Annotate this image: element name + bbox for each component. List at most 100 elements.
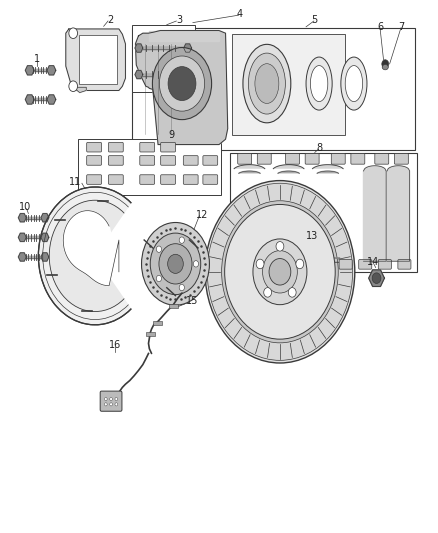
FancyBboxPatch shape (87, 175, 102, 184)
Circle shape (276, 241, 284, 251)
FancyBboxPatch shape (100, 391, 122, 411)
Text: 12: 12 (196, 209, 208, 220)
Polygon shape (41, 214, 49, 222)
Circle shape (105, 403, 107, 406)
Bar (153, 321, 162, 325)
Circle shape (110, 398, 113, 401)
Text: 3: 3 (177, 15, 183, 25)
Circle shape (288, 288, 296, 297)
Text: 2: 2 (107, 15, 113, 25)
Text: 8: 8 (316, 143, 322, 154)
Polygon shape (25, 95, 34, 104)
Circle shape (141, 222, 209, 305)
FancyBboxPatch shape (378, 260, 391, 269)
Bar (146, 332, 155, 336)
Circle shape (382, 60, 389, 68)
Bar (132, 28, 415, 150)
Ellipse shape (345, 66, 363, 102)
FancyBboxPatch shape (331, 154, 345, 164)
Circle shape (372, 273, 381, 284)
FancyBboxPatch shape (140, 175, 155, 184)
FancyBboxPatch shape (257, 154, 271, 164)
FancyBboxPatch shape (161, 142, 176, 152)
Circle shape (168, 67, 196, 101)
Circle shape (150, 233, 201, 295)
Circle shape (179, 237, 184, 244)
Polygon shape (18, 233, 26, 241)
FancyBboxPatch shape (375, 154, 389, 164)
Circle shape (159, 56, 205, 111)
FancyBboxPatch shape (237, 260, 250, 269)
Circle shape (207, 183, 353, 360)
Polygon shape (135, 44, 143, 52)
Circle shape (193, 261, 198, 267)
Text: 15: 15 (186, 296, 198, 306)
Circle shape (159, 244, 192, 284)
Polygon shape (41, 233, 49, 241)
Ellipse shape (248, 53, 286, 114)
Ellipse shape (341, 57, 367, 110)
Polygon shape (63, 211, 119, 286)
Text: 11: 11 (69, 176, 81, 187)
FancyBboxPatch shape (203, 175, 218, 184)
Text: 6: 6 (378, 22, 384, 32)
Circle shape (179, 285, 184, 290)
Polygon shape (47, 66, 56, 75)
Text: 9: 9 (168, 130, 174, 140)
Circle shape (262, 251, 297, 293)
Ellipse shape (306, 57, 332, 110)
Circle shape (152, 47, 212, 119)
Polygon shape (184, 44, 191, 52)
Circle shape (253, 239, 307, 305)
Bar (132, 25, 195, 92)
Polygon shape (25, 66, 34, 75)
Polygon shape (149, 30, 219, 41)
Polygon shape (18, 253, 26, 261)
Circle shape (49, 200, 141, 312)
Polygon shape (364, 166, 386, 261)
FancyBboxPatch shape (140, 156, 155, 165)
Text: 5: 5 (311, 15, 318, 25)
FancyBboxPatch shape (109, 175, 123, 184)
Polygon shape (184, 70, 191, 79)
Polygon shape (135, 30, 228, 144)
Circle shape (115, 403, 117, 406)
Ellipse shape (311, 66, 328, 102)
Polygon shape (135, 70, 143, 79)
FancyBboxPatch shape (278, 260, 291, 269)
Ellipse shape (243, 44, 291, 123)
FancyBboxPatch shape (140, 142, 155, 152)
FancyBboxPatch shape (398, 260, 411, 269)
Bar (232, 34, 345, 135)
FancyBboxPatch shape (87, 156, 102, 165)
Circle shape (110, 403, 113, 406)
FancyBboxPatch shape (161, 156, 176, 165)
Circle shape (156, 276, 162, 281)
Bar (230, 152, 417, 272)
Circle shape (269, 259, 291, 285)
Text: 4: 4 (237, 9, 243, 19)
FancyBboxPatch shape (161, 175, 176, 184)
Polygon shape (18, 214, 26, 222)
Polygon shape (387, 166, 410, 261)
Circle shape (296, 259, 304, 269)
Wedge shape (95, 199, 156, 313)
Text: 10: 10 (19, 202, 32, 212)
FancyBboxPatch shape (109, 156, 123, 165)
FancyBboxPatch shape (184, 175, 198, 184)
Circle shape (39, 187, 152, 325)
Ellipse shape (382, 64, 389, 70)
FancyBboxPatch shape (109, 142, 123, 152)
Circle shape (264, 288, 272, 297)
Circle shape (222, 201, 338, 343)
Text: 7: 7 (399, 22, 405, 32)
FancyBboxPatch shape (238, 154, 252, 164)
Circle shape (205, 181, 355, 363)
Polygon shape (66, 29, 125, 91)
FancyBboxPatch shape (339, 260, 352, 269)
FancyBboxPatch shape (203, 156, 218, 165)
Text: 1: 1 (34, 54, 40, 63)
Circle shape (105, 398, 107, 401)
Circle shape (156, 246, 162, 253)
Circle shape (168, 254, 184, 273)
